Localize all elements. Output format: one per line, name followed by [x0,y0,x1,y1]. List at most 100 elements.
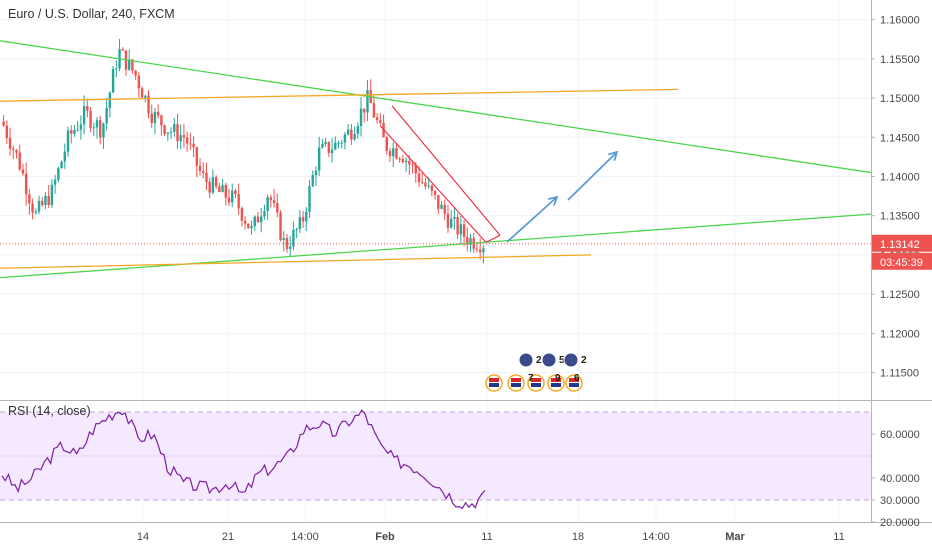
candle-body [173,124,176,132]
time-tick-label: 21 [222,531,234,543]
price-tick-label: 1.16000 [880,15,920,27]
candle-body [57,168,60,180]
candle-body [89,110,92,129]
candle-body [469,238,472,245]
candle-body [282,238,285,240]
candle-body [260,216,263,223]
candle-body [234,190,237,195]
candle-body [408,160,411,165]
price-tick-label: 1.13500 [880,211,920,223]
price-tick-label: 1.15000 [880,93,920,105]
candle-body [63,151,66,162]
red-channel-cap[interactable] [485,234,501,243]
candle-body [340,142,343,144]
rsi-title[interactable]: RSI (14, close) [8,404,91,418]
candle-body [417,173,421,183]
event-count-label: 9 [555,373,561,384]
price-tick-label: 1.14000 [880,171,920,183]
candle-body [82,106,86,125]
candle-body [466,236,469,245]
candle-body [176,124,179,142]
candle-body [395,148,398,159]
time-tick-label: 18 [572,531,584,543]
candle-body [202,171,205,173]
candle-body [311,175,314,187]
orange-lower-line[interactable] [0,254,592,269]
current-price-tag[interactable] [872,234,932,252]
candle-body [99,120,102,138]
candle-body [356,126,360,134]
blue-arrow-1[interactable] [506,196,558,243]
event-flag-stripe [511,378,521,382]
event-flag-stripe [551,378,561,382]
rsi-line[interactable] [1,409,486,510]
candle-body [266,197,269,211]
candle-body [182,135,186,138]
candle-body [334,142,337,150]
candle-body [137,75,141,89]
candle-body [60,161,63,169]
red-channel-lower[interactable] [379,125,487,243]
candle-body [482,248,485,253]
candle-body [317,147,321,171]
candle-body [70,130,73,134]
candle-body [462,224,466,237]
candle-body [5,125,9,138]
candle-body [372,103,376,118]
candle-body [8,137,12,149]
event-count-label: 7 [528,373,534,384]
candle-body [298,217,302,230]
candle-body [144,95,147,98]
green-ascending-trendline[interactable] [0,213,872,279]
price-tick-label: 1.12000 [880,328,920,340]
orange-upper-line[interactable] [0,88,679,102]
candle-body [272,200,276,204]
event-count-label: 5 [559,355,565,366]
candle-body [34,211,38,213]
candle-body [153,111,157,123]
candle-body [363,108,366,113]
candle-body [147,95,150,114]
candle-body [127,59,131,70]
event-flag-icon[interactable] [541,352,557,368]
time-tick-label: 14:00 [291,531,319,543]
event-flag-stripe [551,383,561,387]
candle-body [430,185,434,192]
candle-body [433,191,437,196]
rsi-tick-label: 60.0000 [880,429,920,441]
event-flag-icon[interactable] [563,352,579,368]
symbol-title[interactable]: Euro / U.S. Dollar, 240, FXCM [8,7,175,21]
candle-body [330,149,334,154]
candle-body [375,117,379,121]
candle-body [295,229,298,231]
time-tick-label: 14 [137,531,149,543]
candle-body [449,218,453,228]
candle-body [24,173,28,195]
blue-arrow-2[interactable] [567,151,618,201]
candle-body [459,224,463,235]
candle-body [385,137,388,151]
candle-body [21,169,25,174]
candle-body [411,164,414,166]
candle-body [205,172,208,182]
rsi-tick-label: 30.0000 [880,495,920,507]
candle-body [50,184,54,206]
time-tick-label: 11 [481,531,492,543]
candle-body [388,150,392,157]
candle-body [243,220,247,224]
candle-body [321,143,324,148]
candle-body [379,120,382,123]
event-flag-icon[interactable] [518,352,534,368]
green-descending-trendline[interactable] [0,40,872,174]
price-tick-label: 1.12500 [880,289,920,301]
candle-body [437,195,440,209]
candle-body [221,185,224,193]
event-count-label: 6 [574,373,580,384]
candle-body [424,182,427,187]
candle-body [73,129,76,134]
red-channel-upper[interactable] [391,105,501,236]
rsi-tick-label: 40.0000 [880,473,920,485]
candle-body [208,181,211,193]
candle-body [95,120,99,128]
